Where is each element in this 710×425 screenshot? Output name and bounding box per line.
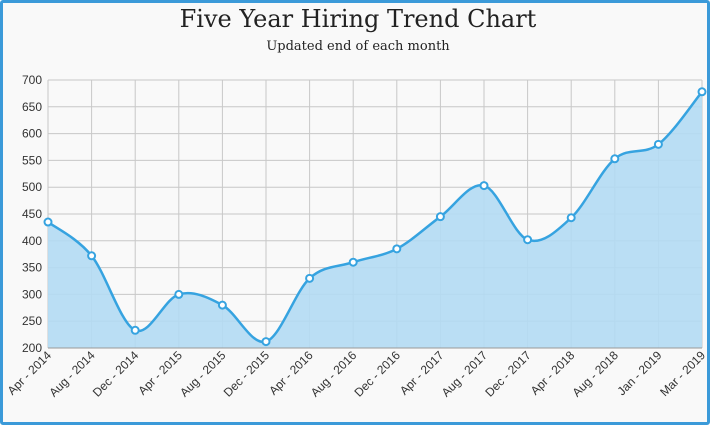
point — [566, 213, 576, 223]
y-tick-label: 350 — [22, 261, 42, 275]
y-tick-label: 300 — [22, 287, 42, 301]
x-tick-label: Aug - 2015 — [177, 348, 229, 400]
point — [392, 244, 402, 254]
y-tick-label: 500 — [22, 180, 42, 194]
y-tick-label: 250 — [22, 314, 42, 328]
area-fill — [48, 91, 702, 349]
point — [697, 87, 707, 97]
y-tick-label: 600 — [22, 127, 42, 141]
point — [305, 273, 315, 283]
chart: Five Year Hiring Trend Chart Updated end… — [5, 5, 707, 400]
point — [130, 325, 140, 335]
point — [479, 181, 489, 191]
point — [435, 212, 445, 222]
chart-subtitle: Updated end of each month — [266, 39, 450, 54]
point — [261, 337, 271, 347]
y-tick-label: 400 — [22, 234, 42, 248]
y-tick-label: 200 — [22, 341, 42, 355]
x-tick-label: Dec - 2014 — [90, 348, 142, 400]
point — [87, 251, 97, 261]
point — [348, 257, 358, 267]
y-tick-label: 650 — [22, 100, 42, 114]
point — [43, 217, 53, 227]
x-tick-label: Dec - 2017 — [482, 348, 534, 400]
point — [523, 235, 533, 245]
x-tick-label: Aug - 2017 — [439, 348, 491, 400]
y-tick-label: 550 — [22, 153, 42, 167]
point — [653, 139, 663, 149]
line — [47, 90, 703, 344]
x-tick-label: Aug - 2014 — [46, 348, 98, 400]
y-tick-label: 700 — [22, 73, 42, 87]
x-tick-label: Aug - 2018 — [570, 348, 622, 400]
x-tick-label: Dec - 2015 — [221, 348, 273, 400]
point — [217, 300, 227, 310]
point — [174, 289, 184, 299]
x-tick-label: Jan - 2019 — [615, 348, 665, 398]
point — [610, 154, 620, 164]
chart-title: Five Year Hiring Trend Chart — [180, 5, 537, 33]
x-tick-label: Dec - 2016 — [352, 348, 404, 400]
y-tick-label: 450 — [22, 207, 42, 221]
x-tick-label: Aug - 2016 — [308, 348, 360, 400]
x-tick-label: Mar - 2019 — [657, 348, 707, 399]
